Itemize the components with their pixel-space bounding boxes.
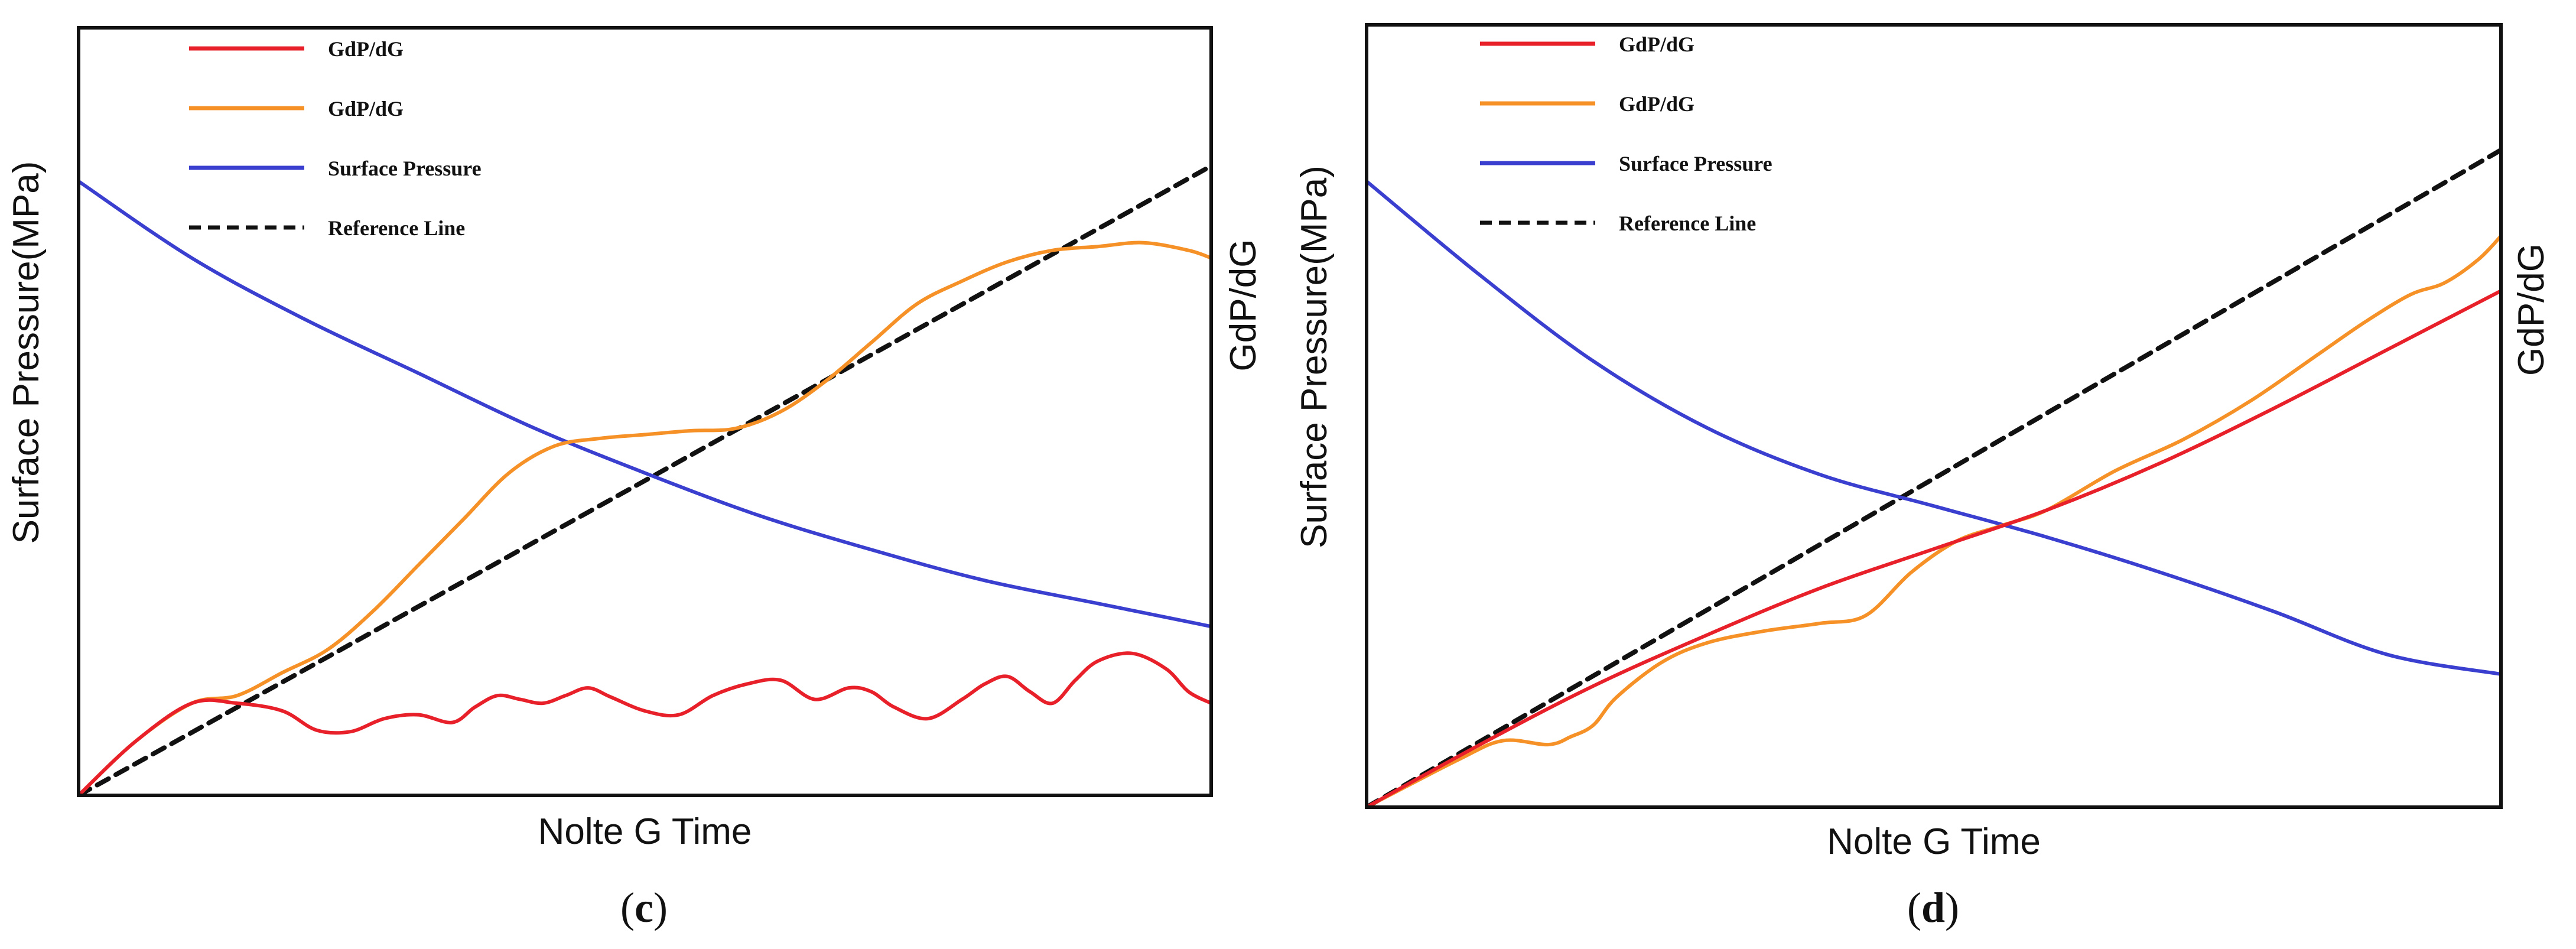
chart-panel-d: GdP/dG GdP/dG Surface Pressure Reference Li… [1294,23,2552,931]
panel-label: (d) [1907,884,1959,931]
chart-panel-c: GdP/dG GdP/dG Surface Pressure Reference Li… [6,26,1264,931]
legend-label: Reference Line [1619,212,1756,235]
legend-label: GdP/dG [328,37,404,61]
panel-label: (c) [620,884,668,931]
legend-label: GdP/dG [328,97,404,121]
legend-label: GdP/dG [1619,92,1694,116]
y-axis-label-left: Surface Pressure(MPa) [1294,165,1335,548]
legend-label: Reference Line [328,216,465,240]
plot-frame [1365,23,2503,809]
series-line-surface-pressure-blue [79,179,1211,629]
series-line-gdp-dg-orange [1367,234,2501,807]
legend-label: Surface Pressure [1619,152,1772,176]
y-axis-label-right: GdP/dG [2511,243,2552,376]
plot-area [1367,147,2501,807]
y-axis-label-right: GdP/dG [1223,239,1264,372]
x-axis-label: Nolte G Time [1827,821,2041,862]
y-axis-label-left: Surface Pressure(MPa) [6,161,47,544]
x-axis-label: Nolte G Time [538,811,752,852]
plot-frame [77,26,1213,797]
plot-area [79,163,1211,795]
series-line-reference-line-reference [79,163,1211,795]
series-line-surface-pressure-blue [1367,179,2501,676]
legend-label: Surface Pressure [328,157,482,180]
series-line-gdp-dg-orange [79,240,1211,795]
series-line-gdp-dg-red [79,651,1211,795]
series-line-gdp-dg-red [1367,289,2501,807]
legend-label: GdP/dG [1619,32,1694,56]
series-line-reference-line-reference [1367,147,2501,807]
